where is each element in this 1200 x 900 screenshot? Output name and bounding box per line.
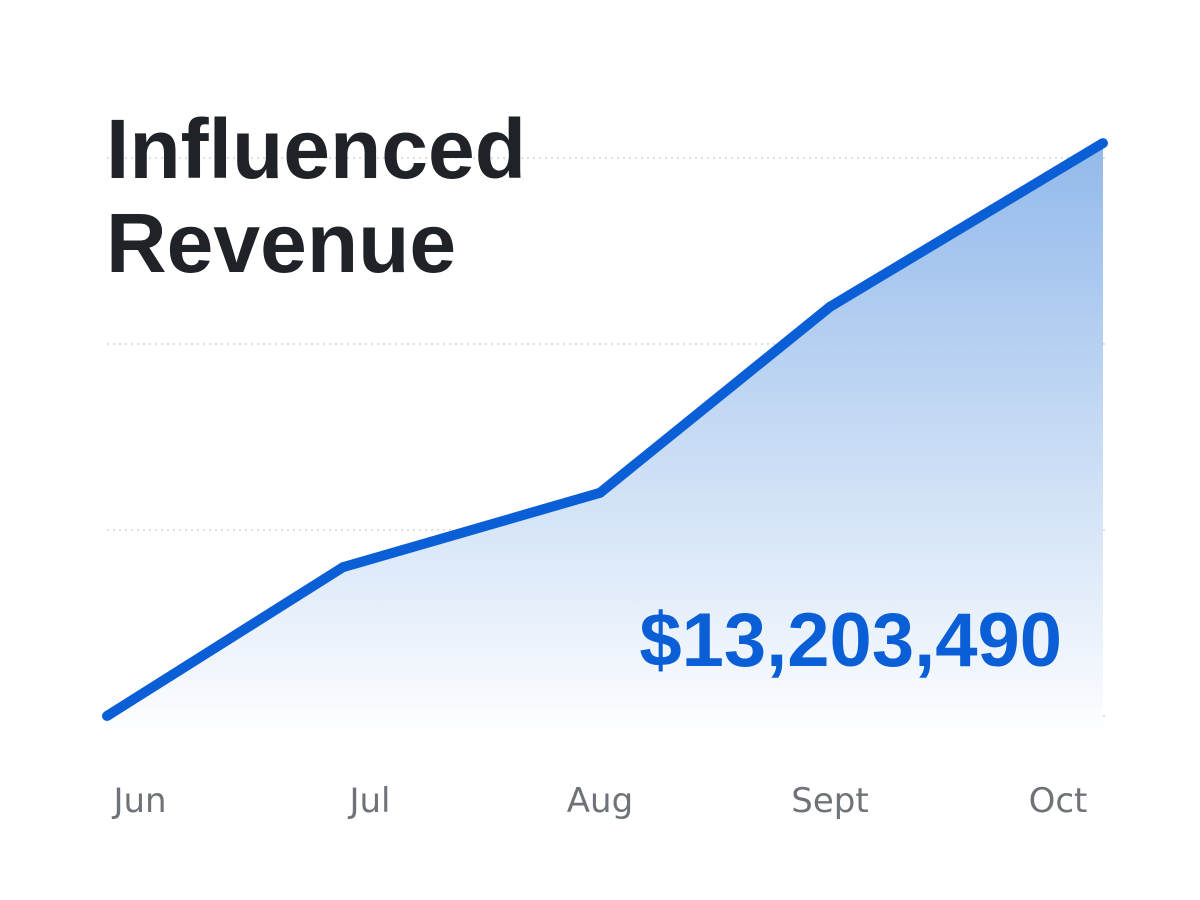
data-point-jul xyxy=(338,562,348,573)
total-revenue-value: $13,203,490 xyxy=(639,598,1062,683)
data-point-jun xyxy=(102,711,112,721)
data-point-sept xyxy=(825,301,835,312)
x-tick-label-jun: Jun xyxy=(111,781,166,821)
x-tick-label-sept: Sept xyxy=(791,781,868,821)
data-points xyxy=(102,138,1108,721)
x-tick-label-jul: Jul xyxy=(347,781,390,821)
x-tick-label-aug: Aug xyxy=(567,781,633,821)
data-point-oct xyxy=(1098,138,1108,149)
x-axis-tick-labels: Jun Jul Aug Sept Oct xyxy=(111,781,1087,821)
x-tick-label-oct: Oct xyxy=(1029,781,1088,821)
chart-title-line-2: Revenue xyxy=(106,196,456,290)
revenue-area-fill xyxy=(107,143,1103,741)
chart-title-line-1: Influenced xyxy=(106,102,526,196)
data-point-aug xyxy=(595,487,605,498)
